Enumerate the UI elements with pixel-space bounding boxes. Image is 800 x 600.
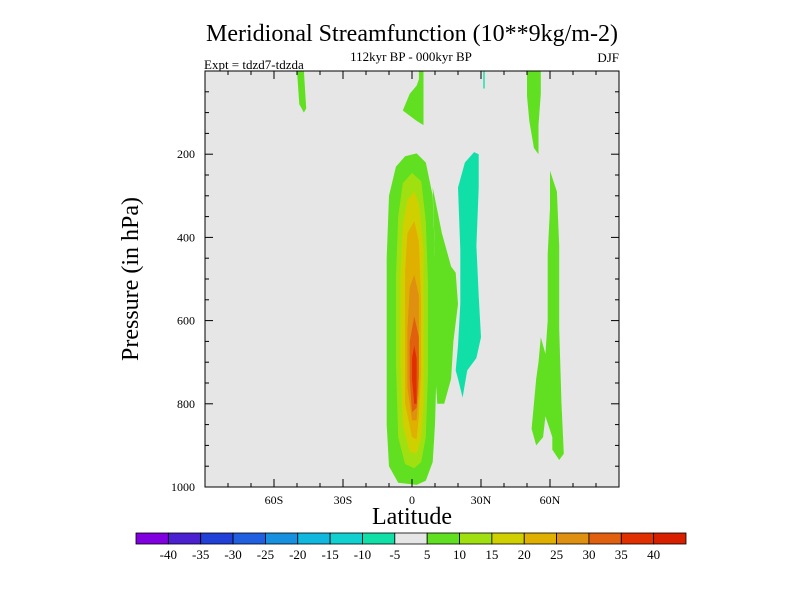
- contour-region-tropical-cell: [412, 345, 417, 404]
- colorbar-box: [653, 532, 687, 545]
- colorbar-box: [588, 532, 622, 545]
- colorbar-label: 20: [518, 547, 531, 562]
- experiment-label: Expt = tdzd7-tdzda: [204, 57, 304, 72]
- x-tick-label: 30S: [334, 493, 353, 507]
- colorbar-label: 15: [485, 547, 498, 562]
- axis-ticks: [205, 71, 619, 488]
- colorbar-box: [556, 532, 590, 545]
- colorbar-box: [297, 532, 331, 545]
- colorbar-box: [329, 532, 363, 545]
- colorbar-box: [135, 532, 169, 545]
- colorbar-label: -35: [192, 547, 209, 562]
- colorbar-box: [459, 532, 493, 545]
- colorbar-box: [362, 532, 396, 545]
- y-tick-label: 400: [177, 230, 195, 244]
- colorbar-label: -5: [389, 547, 400, 562]
- x-tick-label: 60S: [265, 493, 284, 507]
- y-tick-label: 800: [177, 397, 195, 411]
- x-tick-label: 0: [409, 493, 415, 507]
- chart-subtitle: 112kyr BP - 000kyr BP: [350, 49, 472, 64]
- colorbar-box: [491, 532, 525, 545]
- colorbar-box: [200, 532, 234, 545]
- colorbar-label: -40: [160, 547, 177, 562]
- colorbar-label: -25: [257, 547, 274, 562]
- colorbar-label: -30: [224, 547, 241, 562]
- colorbar-label: 30: [582, 547, 595, 562]
- contour-region-upper-55n-strip: [527, 71, 541, 155]
- y-tick-labels: 200 400 600 800 1000: [171, 147, 195, 494]
- chart-title: Meridional Streamfunction (10**9kg/m-2): [206, 21, 618, 47]
- colorbar-label: 35: [615, 547, 628, 562]
- x-tick-label: 60N: [540, 493, 561, 507]
- y-axis-label: Pressure (in hPa): [118, 197, 144, 361]
- contour-region-30n-thin-line: [483, 71, 485, 89]
- colorbar-label: -15: [321, 547, 338, 562]
- colorbar-box: [265, 532, 299, 545]
- x-axis-label: Latitude: [372, 504, 452, 530]
- contour-region-upper-equatorial-tongue: [402, 71, 424, 126]
- contour-region-subtropical-25n-band: [455, 152, 481, 398]
- colorbar-label: -20: [289, 547, 306, 562]
- colorbar-labels: -40 -35 -30 -25 -20 -15 -10 -5 5 10 15 20 25 30 35 40: [160, 547, 660, 562]
- colorbar-box: [394, 532, 428, 545]
- colorbar-label: 10: [453, 547, 466, 562]
- colorbar-label: -10: [354, 547, 371, 562]
- contour-regions: [297, 71, 564, 485]
- contour-region-equatorward-15n-lobe: [432, 187, 458, 404]
- x-tick-label: 30N: [471, 493, 492, 507]
- colorbar-label: 25: [550, 547, 563, 562]
- colorbar-box: [167, 532, 202, 545]
- colorbar-box: [620, 532, 655, 545]
- colorbar-label: 40: [647, 547, 660, 562]
- contour-region-lower-60n-strip: [531, 170, 564, 461]
- y-tick-label: 1000: [171, 480, 195, 494]
- season-label: DJF: [597, 50, 619, 65]
- colorbar-box: [426, 532, 460, 545]
- colorbar-box: [523, 532, 557, 545]
- colorbar-label: 5: [424, 547, 431, 562]
- contour-region-upper-60s-patch: [297, 71, 307, 113]
- colorbar: [135, 532, 687, 545]
- y-tick-label: 600: [177, 314, 195, 328]
- x-tick-labels: 60S 30S 0 30N 60N: [265, 493, 561, 507]
- y-tick-label: 200: [177, 147, 195, 161]
- colorbar-box: [232, 532, 266, 545]
